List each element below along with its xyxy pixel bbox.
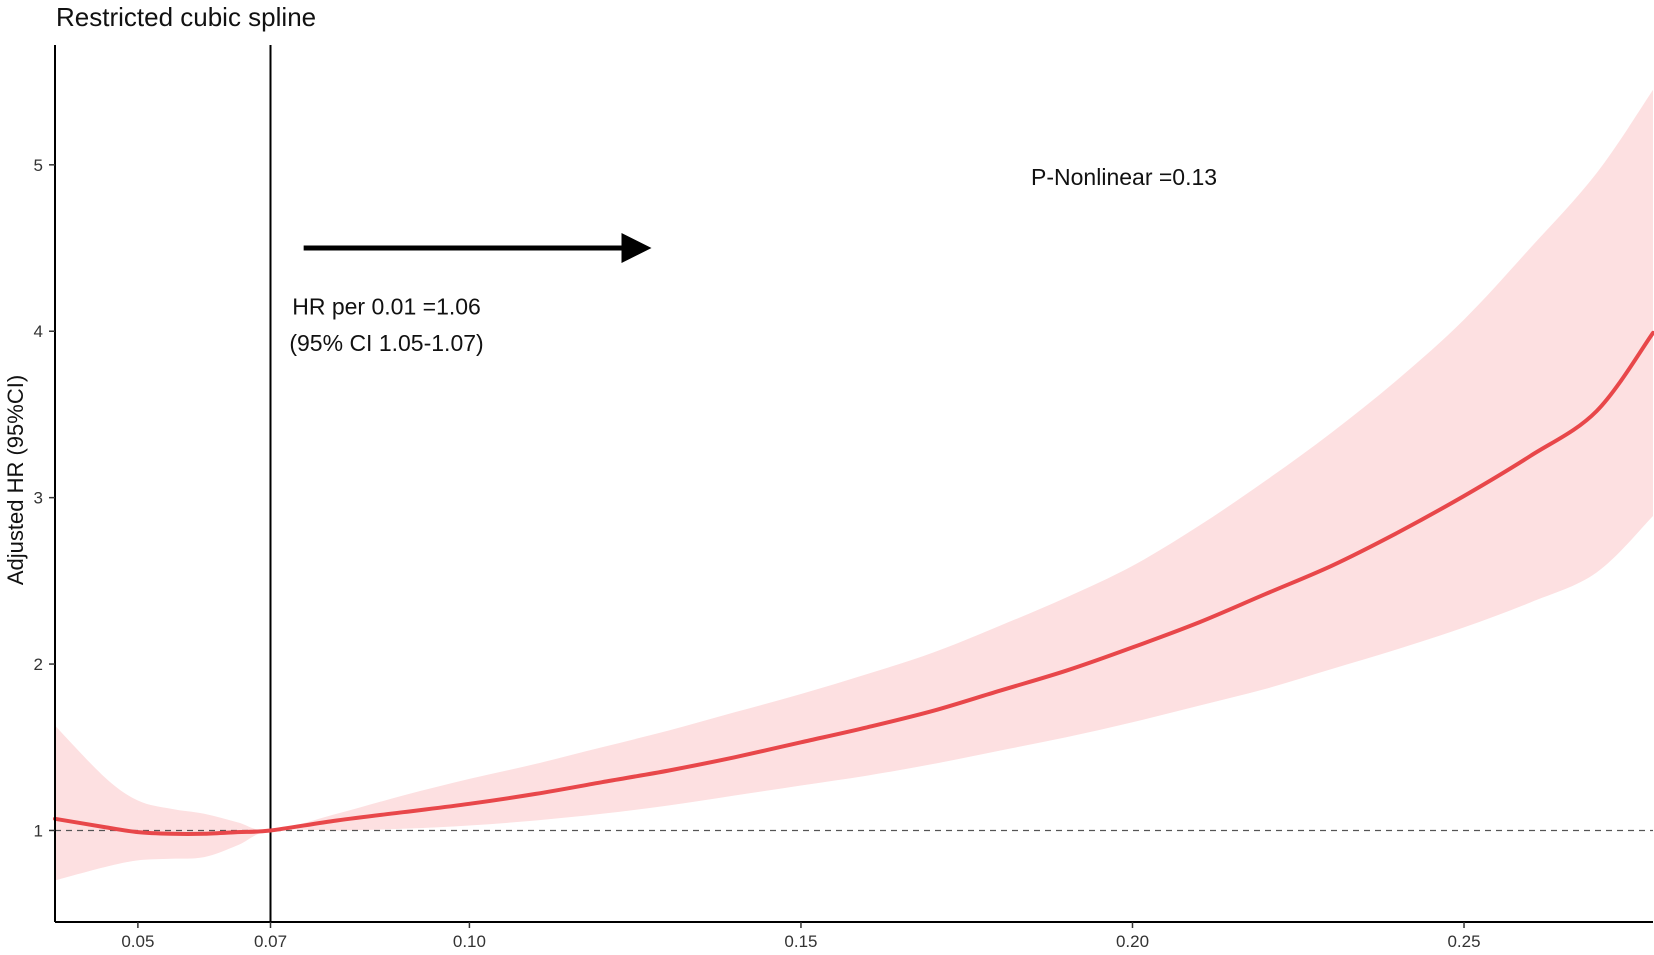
confidence-band (55, 89, 1653, 881)
hr-annotation-line2: (95% CI 1.05-1.07) (289, 330, 483, 356)
hr-curve (53, 330, 1654, 837)
chart-title: Restricted cubic spline (56, 2, 317, 32)
y-tick-label: 4 (34, 322, 43, 341)
x-tick-label: 0.15 (784, 932, 817, 951)
x-tick-label: 0.05 (121, 932, 154, 951)
y-tick-label: 3 (34, 489, 43, 508)
x-tick-label: 0.20 (1116, 932, 1149, 951)
x-tick-label: 0.25 (1447, 932, 1480, 951)
x-tick-label: 0.10 (453, 932, 486, 951)
p-nonlinear-annotation: P-Nonlinear =0.13 (1031, 164, 1217, 190)
x-tick-label: 0.07 (254, 932, 287, 951)
y-tick-label: 2 (34, 655, 43, 674)
y-tick-label: 5 (34, 156, 43, 175)
y-tick-label: 1 (34, 821, 43, 840)
hr-annotation-line1: HR per 0.01 =1.06 (292, 294, 481, 320)
